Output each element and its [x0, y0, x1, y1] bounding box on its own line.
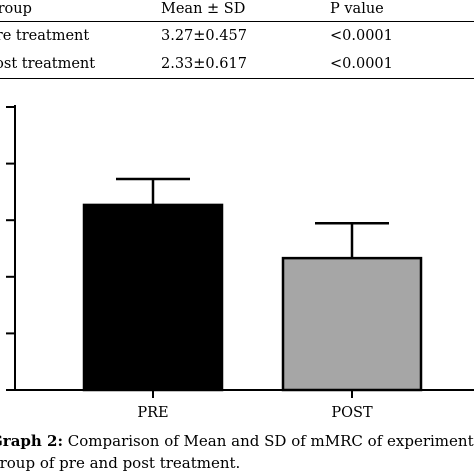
row-p-value: <0.0001 — [330, 28, 393, 44]
caption-text-line1: Comparison of Mean and SD of mMRC of exp… — [63, 432, 474, 450]
row-group: Pre treatment — [0, 28, 90, 44]
header-group: Group — [0, 1, 32, 17]
table-bottom-rule — [0, 78, 474, 79]
table-header-rule — [0, 21, 474, 22]
header-p-value: P value — [330, 1, 384, 17]
bar-pre — [82, 203, 224, 392]
row-p-value: <0.0001 — [330, 56, 393, 72]
row-group: Post treatment — [0, 56, 96, 72]
bar-post — [281, 256, 423, 392]
figure-caption: Graph 2: Comparison of Mean and SD of mM… — [0, 430, 474, 474]
caption-text-line2: group of pre and post treatment. — [0, 454, 241, 472]
x-tick-label-pre: PRE — [137, 405, 168, 421]
header-mean-sd: Mean ± SD — [161, 1, 246, 17]
row-mean-sd: 3.27±0.457 — [161, 28, 247, 44]
caption-label: Graph 2: — [0, 432, 64, 450]
row-mean-sd: 2.33±0.617 — [161, 56, 247, 72]
x-tick-label-post: POST — [331, 405, 373, 421]
